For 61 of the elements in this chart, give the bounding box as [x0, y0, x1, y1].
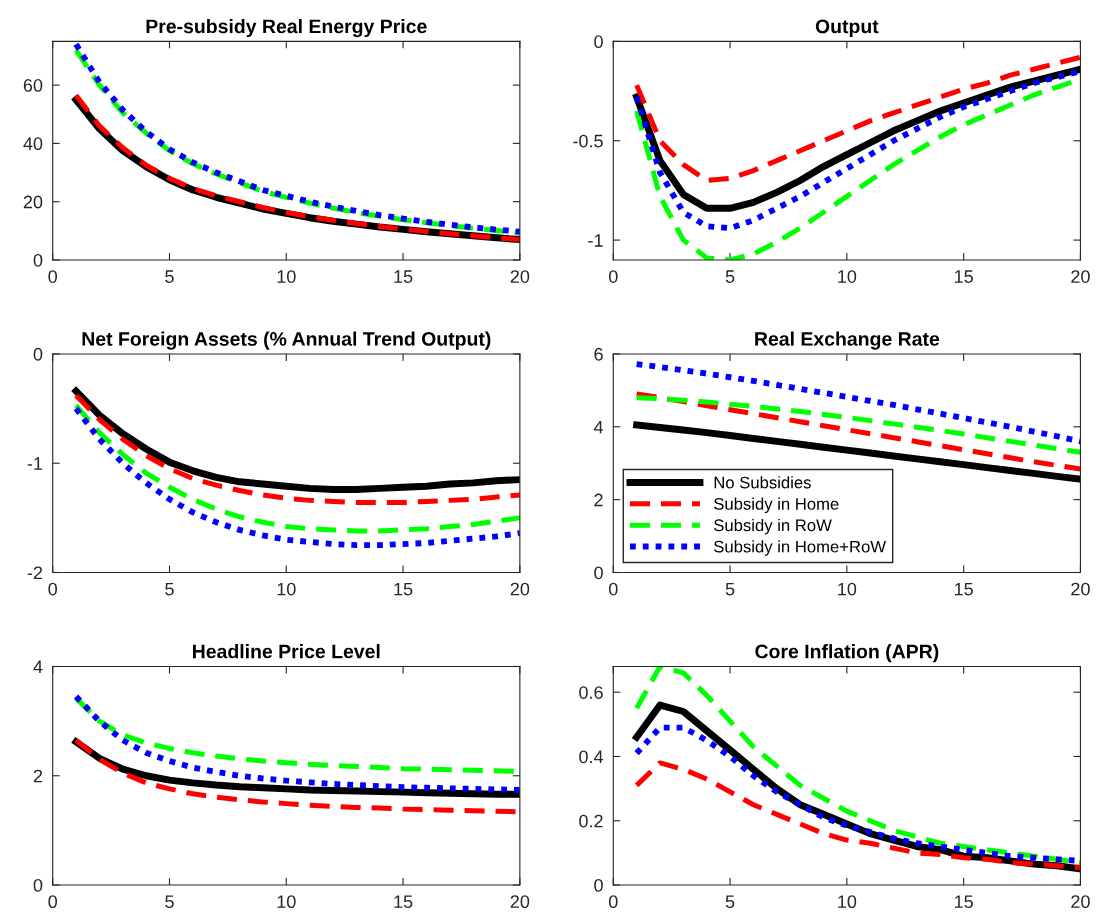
x-tick-label: 20: [1071, 895, 1090, 909]
chart-title: Net Foreign Assets (% Annual Trend Output): [82, 331, 491, 350]
x-tick-label: 20: [510, 582, 530, 596]
x-tick-label: 5: [725, 270, 735, 283]
x-tick-label: 10: [277, 270, 296, 283]
y-tick-label: 4: [593, 420, 604, 434]
x-tick-label: 0: [48, 895, 58, 909]
y-tick-label: 2: [33, 769, 43, 783]
x-tick-label: 0: [48, 270, 58, 283]
y-tick-label: 60: [23, 79, 43, 92]
x-tick-label: 10: [277, 582, 296, 596]
chart-title: Real Exchange Rate: [755, 331, 940, 350]
y-tick-label: 0: [594, 566, 603, 580]
y-tick-label: 6: [594, 347, 603, 361]
x-tick-label: 0: [48, 582, 58, 596]
x-tick-label: 5: [165, 582, 174, 596]
x-tick-label: 15: [394, 270, 413, 283]
x-tick-label: 5: [165, 270, 174, 283]
x-tick-label: 0: [608, 582, 618, 596]
x-tick-label: 10: [838, 895, 857, 909]
y-tick-label: 0.6: [579, 686, 603, 699]
y-tick-label: 0: [594, 35, 603, 49]
x-tick-label: 20: [510, 270, 530, 283]
y-tick-label: -0.5: [573, 134, 603, 148]
x-tick-label: 15: [954, 270, 973, 283]
legend-label: No Subsidies: [714, 476, 811, 489]
x-tick-label: 5: [725, 582, 735, 596]
y-tick-label: 0.2: [579, 814, 603, 828]
x-tick-label: 15: [394, 895, 413, 909]
y-tick-label: 2: [594, 493, 603, 507]
x-tick-label: 15: [954, 582, 973, 596]
y-tick-label: 0: [33, 253, 43, 267]
y-tick-label: 4: [33, 660, 43, 674]
x-tick-label: 10: [838, 270, 857, 283]
legend-label: Subsidy in Home: [714, 497, 839, 514]
y-tick-label: 40: [23, 137, 43, 151]
chart-title: Pre-subsidy Real Energy Price: [146, 18, 427, 38]
y-tick-label: 0: [33, 347, 43, 361]
legend-label: Subsidy in RoW: [714, 518, 832, 535]
x-tick-label: 20: [1071, 270, 1090, 283]
legend-label: Subsidy in Home+RoW: [714, 540, 886, 556]
y-tick-label: 0.4: [579, 750, 604, 764]
x-tick-label: 5: [725, 895, 735, 909]
x-tick-label: 15: [954, 895, 973, 909]
chart-title: Headline Price Level: [193, 644, 380, 659]
y-tick-label: -1: [588, 234, 603, 247]
y-tick-label: -2: [27, 566, 43, 580]
x-tick-label: 15: [394, 582, 413, 596]
x-tick-label: 5: [165, 895, 174, 909]
chart-title: Core Inflation (APR): [755, 644, 939, 663]
x-tick-label: 0: [608, 270, 618, 283]
y-tick-label: 20: [23, 195, 43, 209]
x-tick-label: 20: [1071, 582, 1090, 596]
x-tick-label: 10: [277, 895, 296, 909]
y-tick-label: 0: [33, 878, 43, 892]
x-tick-label: 20: [510, 895, 530, 909]
y-tick-label: 0: [594, 878, 603, 892]
chart-title: Output: [815, 19, 879, 38]
y-tick-label: -1: [27, 457, 43, 470]
x-tick-label: 0: [608, 895, 618, 909]
x-tick-label: 10: [838, 582, 857, 596]
